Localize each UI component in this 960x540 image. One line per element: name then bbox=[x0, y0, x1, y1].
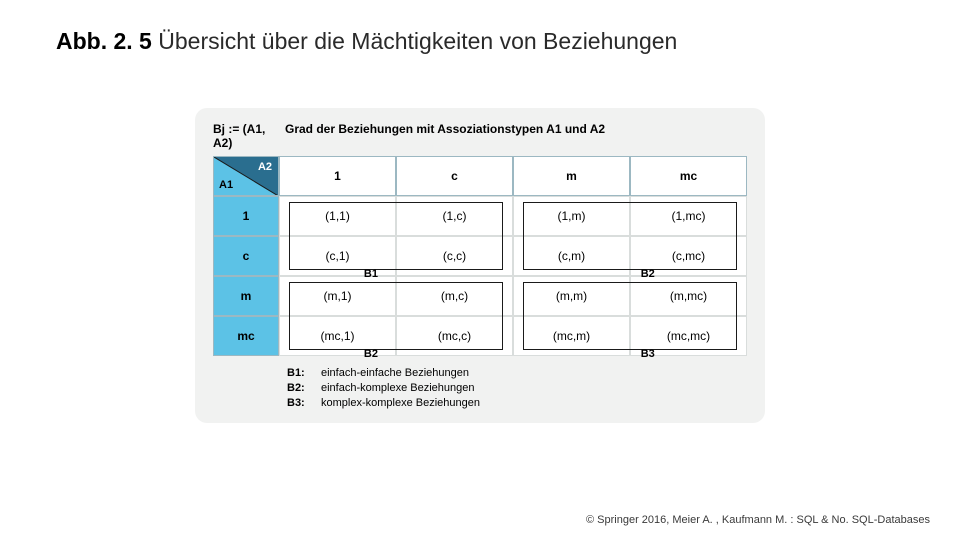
region-label: B3 bbox=[641, 348, 655, 360]
corner-cell: A1 A2 bbox=[213, 156, 279, 196]
table-cell: (m,1) bbox=[279, 276, 396, 316]
table-cell: (c,1) bbox=[279, 236, 396, 276]
figure-caption: Übersicht über die Mächtigkeiten von Bez… bbox=[152, 28, 678, 54]
legend-key: B3: bbox=[287, 396, 321, 411]
cardinality-table: A1A21cmmc1(1,1)(1,c)(1,m)(1,mc)c(c,1)(c,… bbox=[213, 156, 747, 356]
header-lhs: Bj := (A1, A2) bbox=[213, 122, 279, 150]
legend: B1:einfach-einfache BeziehungenB2:einfac… bbox=[213, 366, 747, 411]
table-cell: (1,mc) bbox=[630, 196, 747, 236]
table-cell: (1,1) bbox=[279, 196, 396, 236]
table-cell: (m,m) bbox=[513, 276, 630, 316]
legend-text: einfach-einfache Beziehungen bbox=[321, 366, 469, 381]
region-label: B2 bbox=[364, 348, 378, 360]
legend-row: B2:einfach-komplexe Beziehungen bbox=[287, 381, 747, 396]
legend-key: B2: bbox=[287, 381, 321, 396]
table-cell: (m,mc) bbox=[630, 276, 747, 316]
col-header: 1 bbox=[279, 156, 396, 196]
col-header: mc bbox=[630, 156, 747, 196]
legend-text: komplex-komplexe Beziehungen bbox=[321, 396, 480, 411]
row-header: c bbox=[213, 236, 279, 276]
table-cell: (c,c) bbox=[396, 236, 513, 276]
row-header: m bbox=[213, 276, 279, 316]
table-cell: (c,m) bbox=[513, 236, 630, 276]
corner-right-label: A2 bbox=[258, 161, 272, 173]
legend-row: B3:komplex-komplexe Beziehungen bbox=[287, 396, 747, 411]
corner-left-label: A1 bbox=[219, 179, 233, 191]
table-cell: (mc,c) bbox=[396, 316, 513, 356]
row-header: mc bbox=[213, 316, 279, 356]
row-header: 1 bbox=[213, 196, 279, 236]
table-cell: (mc,1) bbox=[279, 316, 396, 356]
region-label: B2 bbox=[641, 268, 655, 280]
figure-number: Abb. 2. 5 bbox=[56, 28, 152, 54]
col-header: c bbox=[396, 156, 513, 196]
copyright: © Springer 2016, Meier A. , Kaufmann M. … bbox=[586, 514, 930, 526]
region-label: B1 bbox=[364, 268, 378, 280]
table-cell: (1,m) bbox=[513, 196, 630, 236]
table-cell: (1,c) bbox=[396, 196, 513, 236]
figure-panel: Bj := (A1, A2) Grad der Beziehungen mit … bbox=[195, 108, 765, 423]
table-top-header: Bj := (A1, A2) Grad der Beziehungen mit … bbox=[213, 122, 747, 150]
legend-text: einfach-komplexe Beziehungen bbox=[321, 381, 475, 396]
legend-row: B1:einfach-einfache Beziehungen bbox=[287, 366, 747, 381]
legend-key: B1: bbox=[287, 366, 321, 381]
figure-title: Abb. 2. 5 Übersicht über die Mächtigkeit… bbox=[56, 28, 677, 55]
table-cell: (m,c) bbox=[396, 276, 513, 316]
header-rhs: Grad der Beziehungen mit Assoziationstyp… bbox=[279, 122, 747, 136]
table-cell: (mc,m) bbox=[513, 316, 630, 356]
col-header: m bbox=[513, 156, 630, 196]
